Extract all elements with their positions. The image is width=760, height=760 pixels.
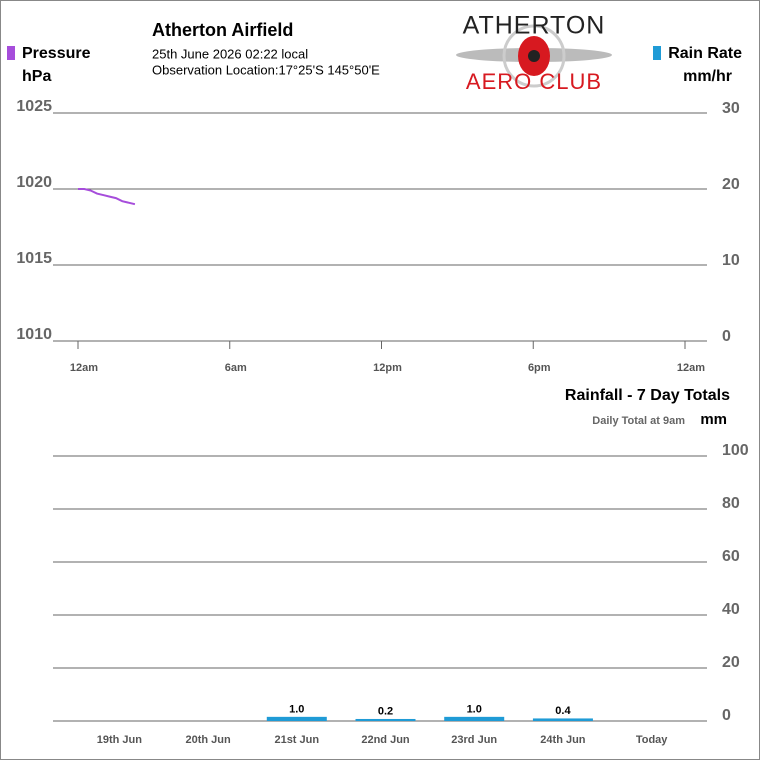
logo-bottom-text: AERO CLUB bbox=[466, 69, 602, 94]
y-axis-label: mm bbox=[700, 411, 727, 428]
observation-location: Observation Location:17°25'S 145°50'E bbox=[152, 62, 380, 77]
logo-top-text: ATHERTON bbox=[463, 12, 606, 40]
y2-tick-label: 20 bbox=[722, 176, 740, 193]
value-label: 0.2 bbox=[378, 705, 393, 717]
y2-axis-label: mm/hr bbox=[683, 68, 732, 85]
series-line bbox=[78, 188, 136, 206]
bar bbox=[266, 716, 327, 721]
logo-spinner bbox=[528, 50, 540, 62]
logo: ATHERTON AERO CLUB bbox=[456, 12, 612, 94]
x-tick-label: 12pm bbox=[373, 362, 402, 374]
y-tick-label: 60 bbox=[722, 548, 740, 565]
chart-title: Rainfall - 7 Day Totals bbox=[565, 387, 730, 404]
value-label: 1.0 bbox=[289, 703, 304, 715]
legend-label: Pressure bbox=[22, 45, 91, 62]
bar bbox=[532, 718, 593, 721]
logo-ring bbox=[502, 24, 566, 88]
y-tick-label: 40 bbox=[722, 601, 740, 618]
x-tick-label: 22nd Jun bbox=[361, 734, 410, 746]
x-tick-label: 20th Jun bbox=[185, 734, 231, 746]
x-tick-label: 6pm bbox=[528, 362, 551, 374]
y-tick-label: 1020 bbox=[16, 174, 52, 191]
x-tick-label: 19th Jun bbox=[97, 734, 143, 746]
chart-subtitle: Daily Total at 9am bbox=[592, 415, 685, 427]
y-tick-label: 1015 bbox=[16, 250, 52, 267]
legend-swatch bbox=[653, 46, 661, 60]
y2-tick-label: 30 bbox=[722, 100, 740, 117]
x-tick-label: 12am bbox=[70, 362, 98, 374]
y-tick-label: 100 bbox=[722, 442, 749, 459]
x-tick-label: 24th Jun bbox=[540, 734, 586, 746]
bar bbox=[355, 718, 416, 721]
observation-date: 25th June 2026 02:22 local bbox=[152, 46, 308, 61]
legend-label: Rain Rate bbox=[668, 45, 742, 62]
y-axis-label: hPa bbox=[22, 68, 51, 85]
x-tick-label: 23rd Jun bbox=[451, 734, 497, 746]
x-tick-label: 6am bbox=[225, 362, 247, 374]
y-tick-label: 80 bbox=[722, 495, 740, 512]
y-tick-label: 0 bbox=[722, 707, 731, 724]
value-label: 1.0 bbox=[467, 703, 482, 715]
y-tick-label: 20 bbox=[722, 654, 740, 671]
y2-tick-label: 0 bbox=[722, 328, 731, 345]
x-tick-label: Today bbox=[636, 734, 668, 746]
y-tick-label: 1025 bbox=[16, 98, 52, 115]
y2-tick-label: 10 bbox=[722, 252, 740, 269]
value-label: 0.4 bbox=[555, 705, 571, 717]
station-title: Atherton Airfield bbox=[152, 20, 293, 40]
x-tick-label: 21st Jun bbox=[274, 734, 319, 746]
bar bbox=[444, 716, 505, 721]
x-tick-label: 12am bbox=[677, 362, 705, 374]
legend-swatch bbox=[7, 46, 15, 60]
y-tick-label: 1010 bbox=[16, 326, 52, 343]
